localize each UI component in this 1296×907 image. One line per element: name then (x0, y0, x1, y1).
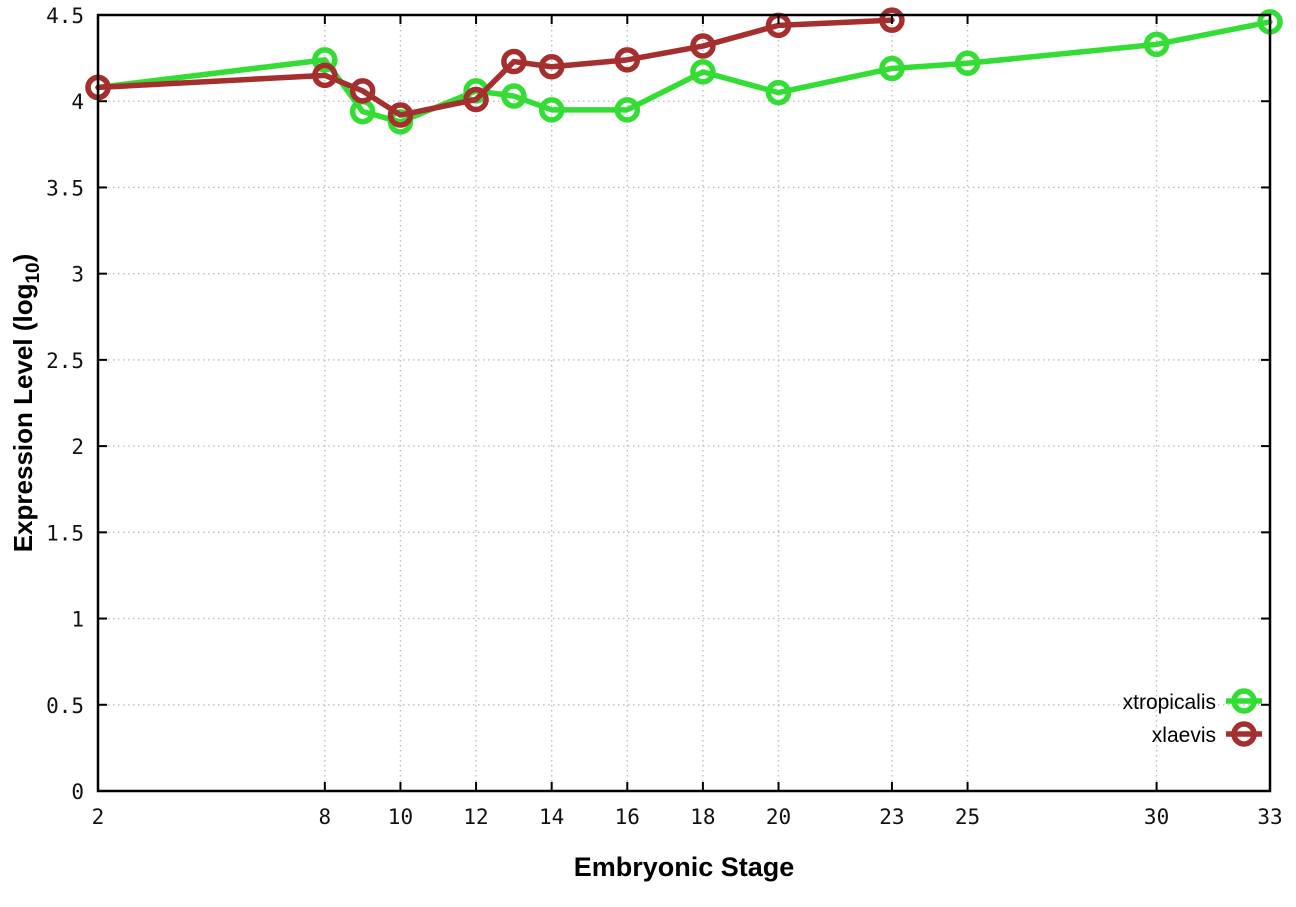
y-tick-label: 1 (71, 608, 84, 632)
y-tick-label: 4 (71, 90, 84, 114)
x-tick-label: 12 (463, 805, 488, 829)
series-line-xlaevis (95, 17, 895, 118)
data-point-xlaevis (614, 47, 641, 73)
data-point-xtropicalis (1143, 31, 1170, 58)
data-point-xtropicalis (312, 47, 338, 73)
x-axis-label: Embryonic Stage (574, 852, 795, 882)
y-tick-label: 2 (71, 435, 84, 459)
data-point-xtropicalis (538, 97, 565, 123)
x-tick-label: 10 (388, 805, 413, 829)
data-point-xlaevis (501, 48, 527, 75)
legend: xtropicalis xlaevis (1123, 688, 1262, 747)
data-point-xtropicalis (614, 97, 641, 123)
x-tick-label: 20 (766, 805, 791, 829)
data-point-xtropicalis (501, 83, 527, 109)
x-tick-label: 8 (319, 805, 332, 829)
data-point-xlaevis (463, 86, 489, 113)
x-tick-label: 14 (539, 805, 564, 829)
series-line-xtropicalis (95, 19, 1273, 125)
y-tick-label: 4.5 (46, 4, 84, 28)
data-point-xtropicalis (879, 55, 905, 82)
x-tick-label: 2 (92, 805, 105, 829)
y-tick-label: 3.5 (46, 176, 84, 200)
y-axis-label-close: ) (8, 254, 38, 263)
legend-label-xtropicalis: xtropicalis (1123, 691, 1216, 714)
data-point-xtropicalis (765, 79, 792, 106)
tick-layer (97, 14, 1271, 792)
data-point-xlaevis (538, 53, 565, 80)
y-tick-label: 1.5 (46, 521, 84, 545)
series-layer (85, 7, 1283, 135)
x-tick-label: 23 (879, 805, 904, 829)
tick-label-layer: 2 8 10 12 14 16 18 20 23 25 30 33 0 0.5 1 1.5 2 2.5 3 3.5 4 4… (46, 4, 1283, 829)
data-point-xlaevis (690, 33, 716, 59)
y-tick-label: 0 (71, 780, 84, 804)
x-tick-label: 18 (690, 805, 715, 829)
y-axis-label-subscript: 10 (23, 262, 44, 283)
legend-sample-marker-xlaevis (1231, 721, 1257, 747)
data-point-xtropicalis (954, 50, 981, 77)
plot-border (96, 13, 1272, 793)
data-point-xlaevis (879, 7, 905, 33)
grid-layer (97, 14, 1271, 792)
x-tick-label: 30 (1144, 805, 1169, 829)
y-tick-label: 2.5 (46, 349, 84, 373)
y-tick-label: 0.5 (46, 694, 84, 718)
data-point-xlaevis (387, 102, 414, 128)
data-point-xlaevis (349, 78, 376, 104)
y-tick-label: 3 (71, 263, 84, 287)
plot-border-layer (96, 13, 1272, 793)
data-point-xtropicalis (690, 59, 716, 85)
y-axis-label: Expression Level (log10) (8, 254, 44, 553)
legend-label-xlaevis: xlaevis (1152, 724, 1216, 747)
legend-sample-marker-xtropicalis (1231, 688, 1257, 714)
x-tick-label: 25 (955, 805, 980, 829)
x-tick-label: 33 (1257, 805, 1282, 829)
y-axis-label-main: Expression Level (log (8, 284, 38, 553)
data-point-xlaevis (312, 62, 338, 89)
x-tick-label: 16 (615, 805, 640, 829)
